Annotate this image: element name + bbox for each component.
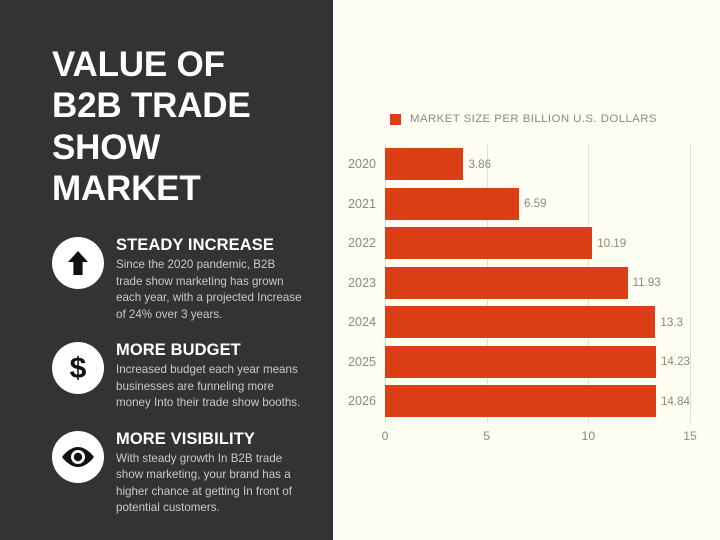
bar-row[interactable]: 2023 11.93 [348,266,690,299]
feature-item-more-visibility: More Visibility With steady growth In B2… [52,429,303,517]
category-label: 2023 [347,275,376,290]
feature-title: More Visibility [116,429,256,448]
feature-body: Steady Increase Since the 2020 pandemic,… [116,235,303,323]
category-label: 2024 [347,315,376,329]
bar-value-label: 11.93 [632,276,661,289]
page-title: Value of B2B Trade Show Market [52,45,251,208]
bar-value-label: 6.59 [523,197,547,210]
bar[interactable] [385,187,519,220]
category-label: 2025 [347,354,376,369]
bar-row[interactable]: 2025 14.23 [348,345,690,378]
feature-body: More Visibility With steady growth In B2… [116,429,303,517]
category-label: 2020 [347,157,376,171]
plot-area: 2020 3.86 2021 6.59 2022 10.19 2023 11.93 2024 13… [348,143,691,423]
legend-swatch-icon [390,113,401,125]
x-axis-tick-label: 5 [483,429,491,443]
category-label: 2021 [347,196,376,211]
x-axis-tick-label: 10 [581,429,596,443]
bar-row[interactable]: 2021 6.59 [348,187,690,220]
svg-text:$: $ [70,352,87,384]
bar-row[interactable]: 2022 10.19 [348,227,690,259]
dollar-sign-icon: $ [52,342,104,395]
feature-text: Since the 2020 pandemic, B2B trade show … [116,258,302,321]
bar[interactable] [385,227,593,259]
chart-legend: MARKET SIZE PER BILLION U.S. DOLLARS [390,113,657,125]
x-axis: 0 5 10 15 [381,429,697,447]
bar-value-label: 13.3 [660,315,683,329]
up-arrow-icon [52,237,104,290]
feature-text: With steady growth In B2B trade show mar… [116,451,292,515]
feature-body: More Budget Increased budget each year m… [116,340,303,412]
bar[interactable] [385,345,656,378]
feature-text: Increased budget each year means busines… [116,363,301,410]
bar-value-label: 14.23 [660,355,690,368]
bar-chart: 2020 3.86 2021 6.59 2022 10.19 2023 11.93 2024 13… [333,143,720,443]
feature-title: More Budget [116,341,241,360]
bar-rows: 2020 3.86 2021 6.59 2022 10.19 2023 11.93 2024 13… [348,143,690,423]
x-axis-tick-label: 15 [683,429,697,443]
bar-row[interactable]: 2020 3.86 [348,148,690,180]
bar-row[interactable]: 2024 13.3 [348,306,690,338]
feature-list: Steady Increase Since the 2020 pandemic,… [52,235,303,516]
bar-value-label: 3.86 [468,157,492,171]
bar[interactable] [385,148,464,180]
bar-row[interactable]: 2026 14.84 [348,385,690,417]
bar[interactable] [385,266,628,299]
feature-item-steady-increase: Steady Increase Since the 2020 pandemic,… [52,235,303,323]
category-label: 2022 [347,236,376,250]
legend-label: MARKET SIZE PER BILLION U.S. DOLLARS [410,113,658,125]
bar[interactable] [385,306,656,338]
x-axis-tick-label: 0 [381,429,389,443]
chart-panel: MARKET SIZE PER BILLION U.S. DOLLARS 202… [333,0,720,540]
bar[interactable] [385,385,656,417]
bar-value-label: 14.84 [660,394,690,408]
gridline [690,143,691,423]
feature-title: Steady Increase [116,236,274,255]
bar-value-label: 10.19 [597,236,627,250]
category-label: 2026 [347,394,376,408]
eye-icon [52,430,104,483]
feature-item-more-budget: $ More Budget Increased budget each year… [52,340,303,412]
left-info-panel: Value of B2B Trade Show Market Steady In… [0,0,333,540]
